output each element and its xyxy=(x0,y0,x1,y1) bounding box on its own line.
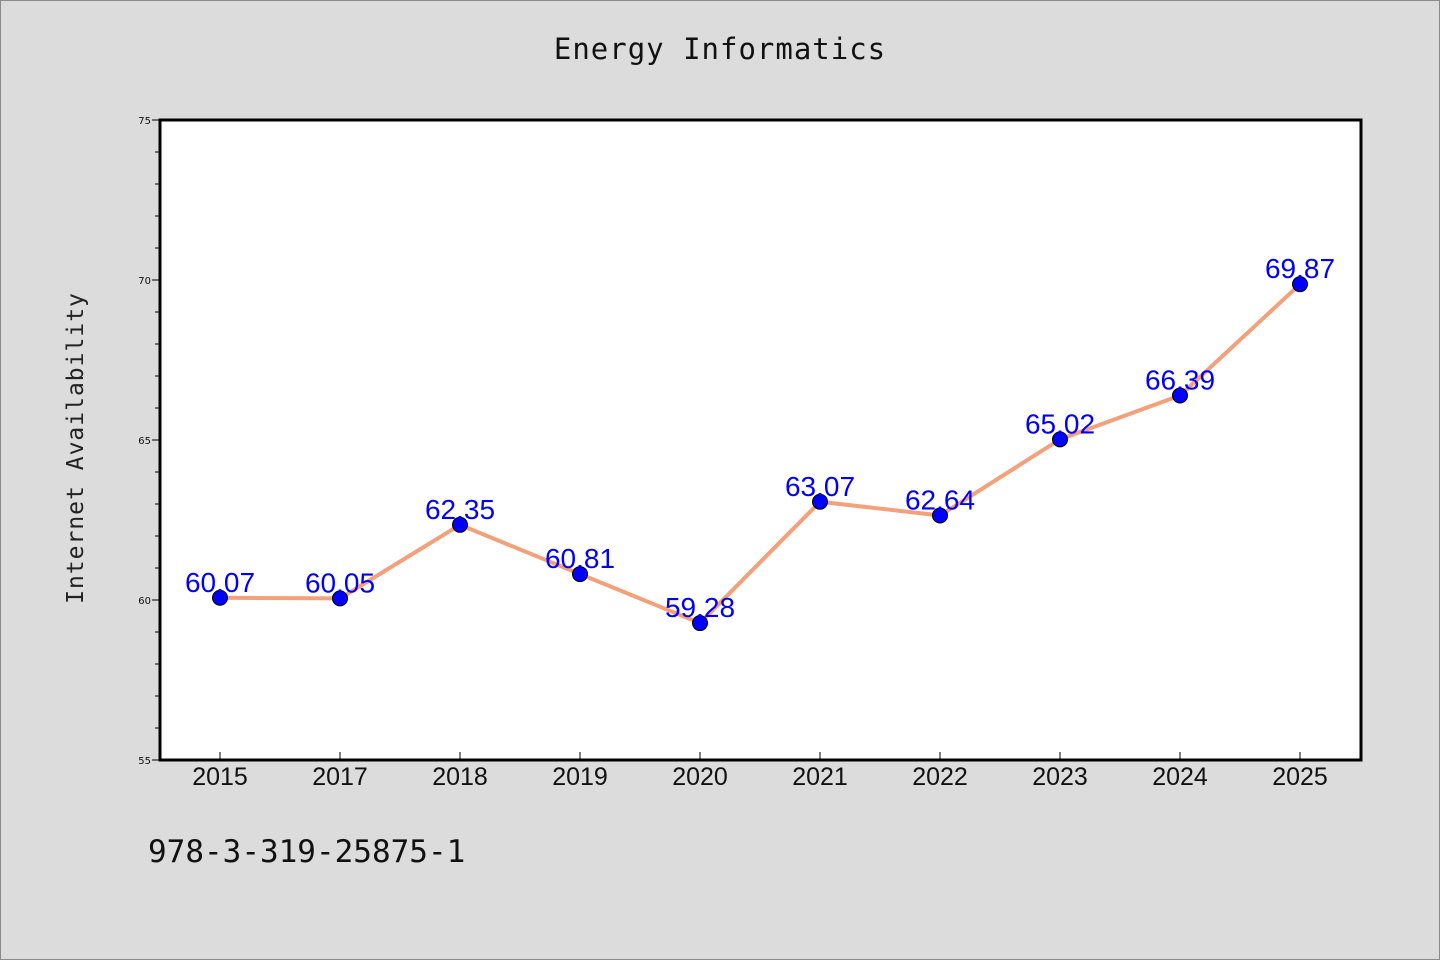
x-tick-label: 2023 xyxy=(1032,763,1088,791)
data-point xyxy=(932,507,948,524)
data-label: 69.87 xyxy=(1265,253,1335,284)
data-point xyxy=(812,493,828,510)
data-point xyxy=(1052,431,1068,448)
x-tick-label: 2024 xyxy=(1152,763,1208,791)
series-line xyxy=(218,282,1302,626)
series-line-group xyxy=(218,282,1302,626)
y-tick-label: 70 xyxy=(138,276,151,287)
data-point xyxy=(212,589,228,606)
data-label: 63.07 xyxy=(785,471,855,502)
y-tick-label: 75 xyxy=(138,116,151,127)
x-tick-label: 2021 xyxy=(792,763,848,791)
data-label: 65.02 xyxy=(1025,408,1095,439)
data-points xyxy=(212,276,1308,632)
y-tick-label: 60 xyxy=(138,596,151,607)
data-point xyxy=(1172,387,1188,404)
data-point xyxy=(452,516,468,533)
data-labels: 60.07 60.05 62.35 60.81 59.28 63.07 62.64 65.02… xyxy=(185,253,1335,623)
x-tick-label: 2015 xyxy=(192,763,248,791)
x-axis-ticks: 2015 2017 2018 2019 2020 2021 2022 2023 2024 2025 xyxy=(192,752,1328,791)
data-label: 66.39 xyxy=(1145,365,1215,396)
x-tick-label: 2022 xyxy=(912,763,968,791)
x-tick-label: 2017 xyxy=(312,763,368,791)
data-label: 60.07 xyxy=(185,567,255,598)
y-tick-label: 55 xyxy=(138,756,151,767)
isbn-code: 978-3-319-25875-1 xyxy=(148,834,466,870)
x-tick-label: 2020 xyxy=(672,763,728,791)
y-tick-label: 65 xyxy=(138,436,151,447)
data-label: 60.81 xyxy=(545,543,615,574)
x-tick-label: 2019 xyxy=(552,763,608,791)
data-point xyxy=(692,615,708,632)
plot-area xyxy=(160,120,1361,760)
x-tick-label: 2025 xyxy=(1272,763,1328,791)
data-point xyxy=(1292,276,1308,293)
data-label: 62.35 xyxy=(425,494,495,525)
data-point xyxy=(332,590,348,607)
plot-border xyxy=(158,118,1363,762)
data-point xyxy=(572,566,588,583)
data-label: 60.05 xyxy=(305,567,375,598)
data-label: 62.64 xyxy=(905,485,975,516)
y-axis-ticks: 55 60 65 70 75 xyxy=(138,116,159,767)
data-label: 59.28 xyxy=(665,592,735,623)
x-tick-label: 2018 xyxy=(432,763,488,791)
chart-title: Energy Informatics xyxy=(553,32,887,66)
